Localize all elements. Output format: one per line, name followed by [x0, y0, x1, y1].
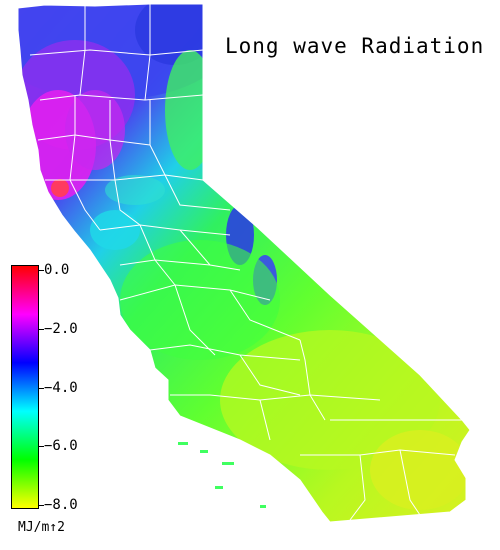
- legend-tick-label: −2.0: [44, 320, 78, 337]
- channel-islands: [178, 442, 266, 508]
- coast-red-spot: [51, 179, 69, 197]
- legend-tick: [38, 387, 44, 389]
- county-boundaries: [17, 3, 471, 523]
- radiation-field: [18, 4, 470, 510]
- legend-tick: [38, 446, 44, 448]
- legend-tick: [38, 505, 44, 506]
- color-scale-bar: [11, 265, 39, 509]
- legend-tick-label: −4.0: [44, 379, 78, 396]
- central-green-region: [120, 240, 280, 360]
- legend-tick-label: −6.0: [44, 438, 78, 455]
- south-lime-region: [220, 330, 440, 470]
- bay-cyan-region: [90, 210, 140, 250]
- central-cyan-band: [105, 175, 165, 205]
- southeast-yellow-region: [370, 430, 470, 510]
- inner-magenta-region: [65, 90, 125, 170]
- northeast-green-region: [165, 50, 215, 170]
- legend-tick-label: 0.0: [44, 262, 70, 278]
- legend-tick: [38, 328, 44, 330]
- legend-tick: [38, 270, 44, 271]
- northeast-blue-region: [135, 4, 215, 65]
- legend-tick-label: −8.0: [44, 497, 78, 513]
- legend-units-label: MJ/m↑2: [18, 520, 65, 535]
- map-title: Long wave Radiation: [225, 34, 485, 58]
